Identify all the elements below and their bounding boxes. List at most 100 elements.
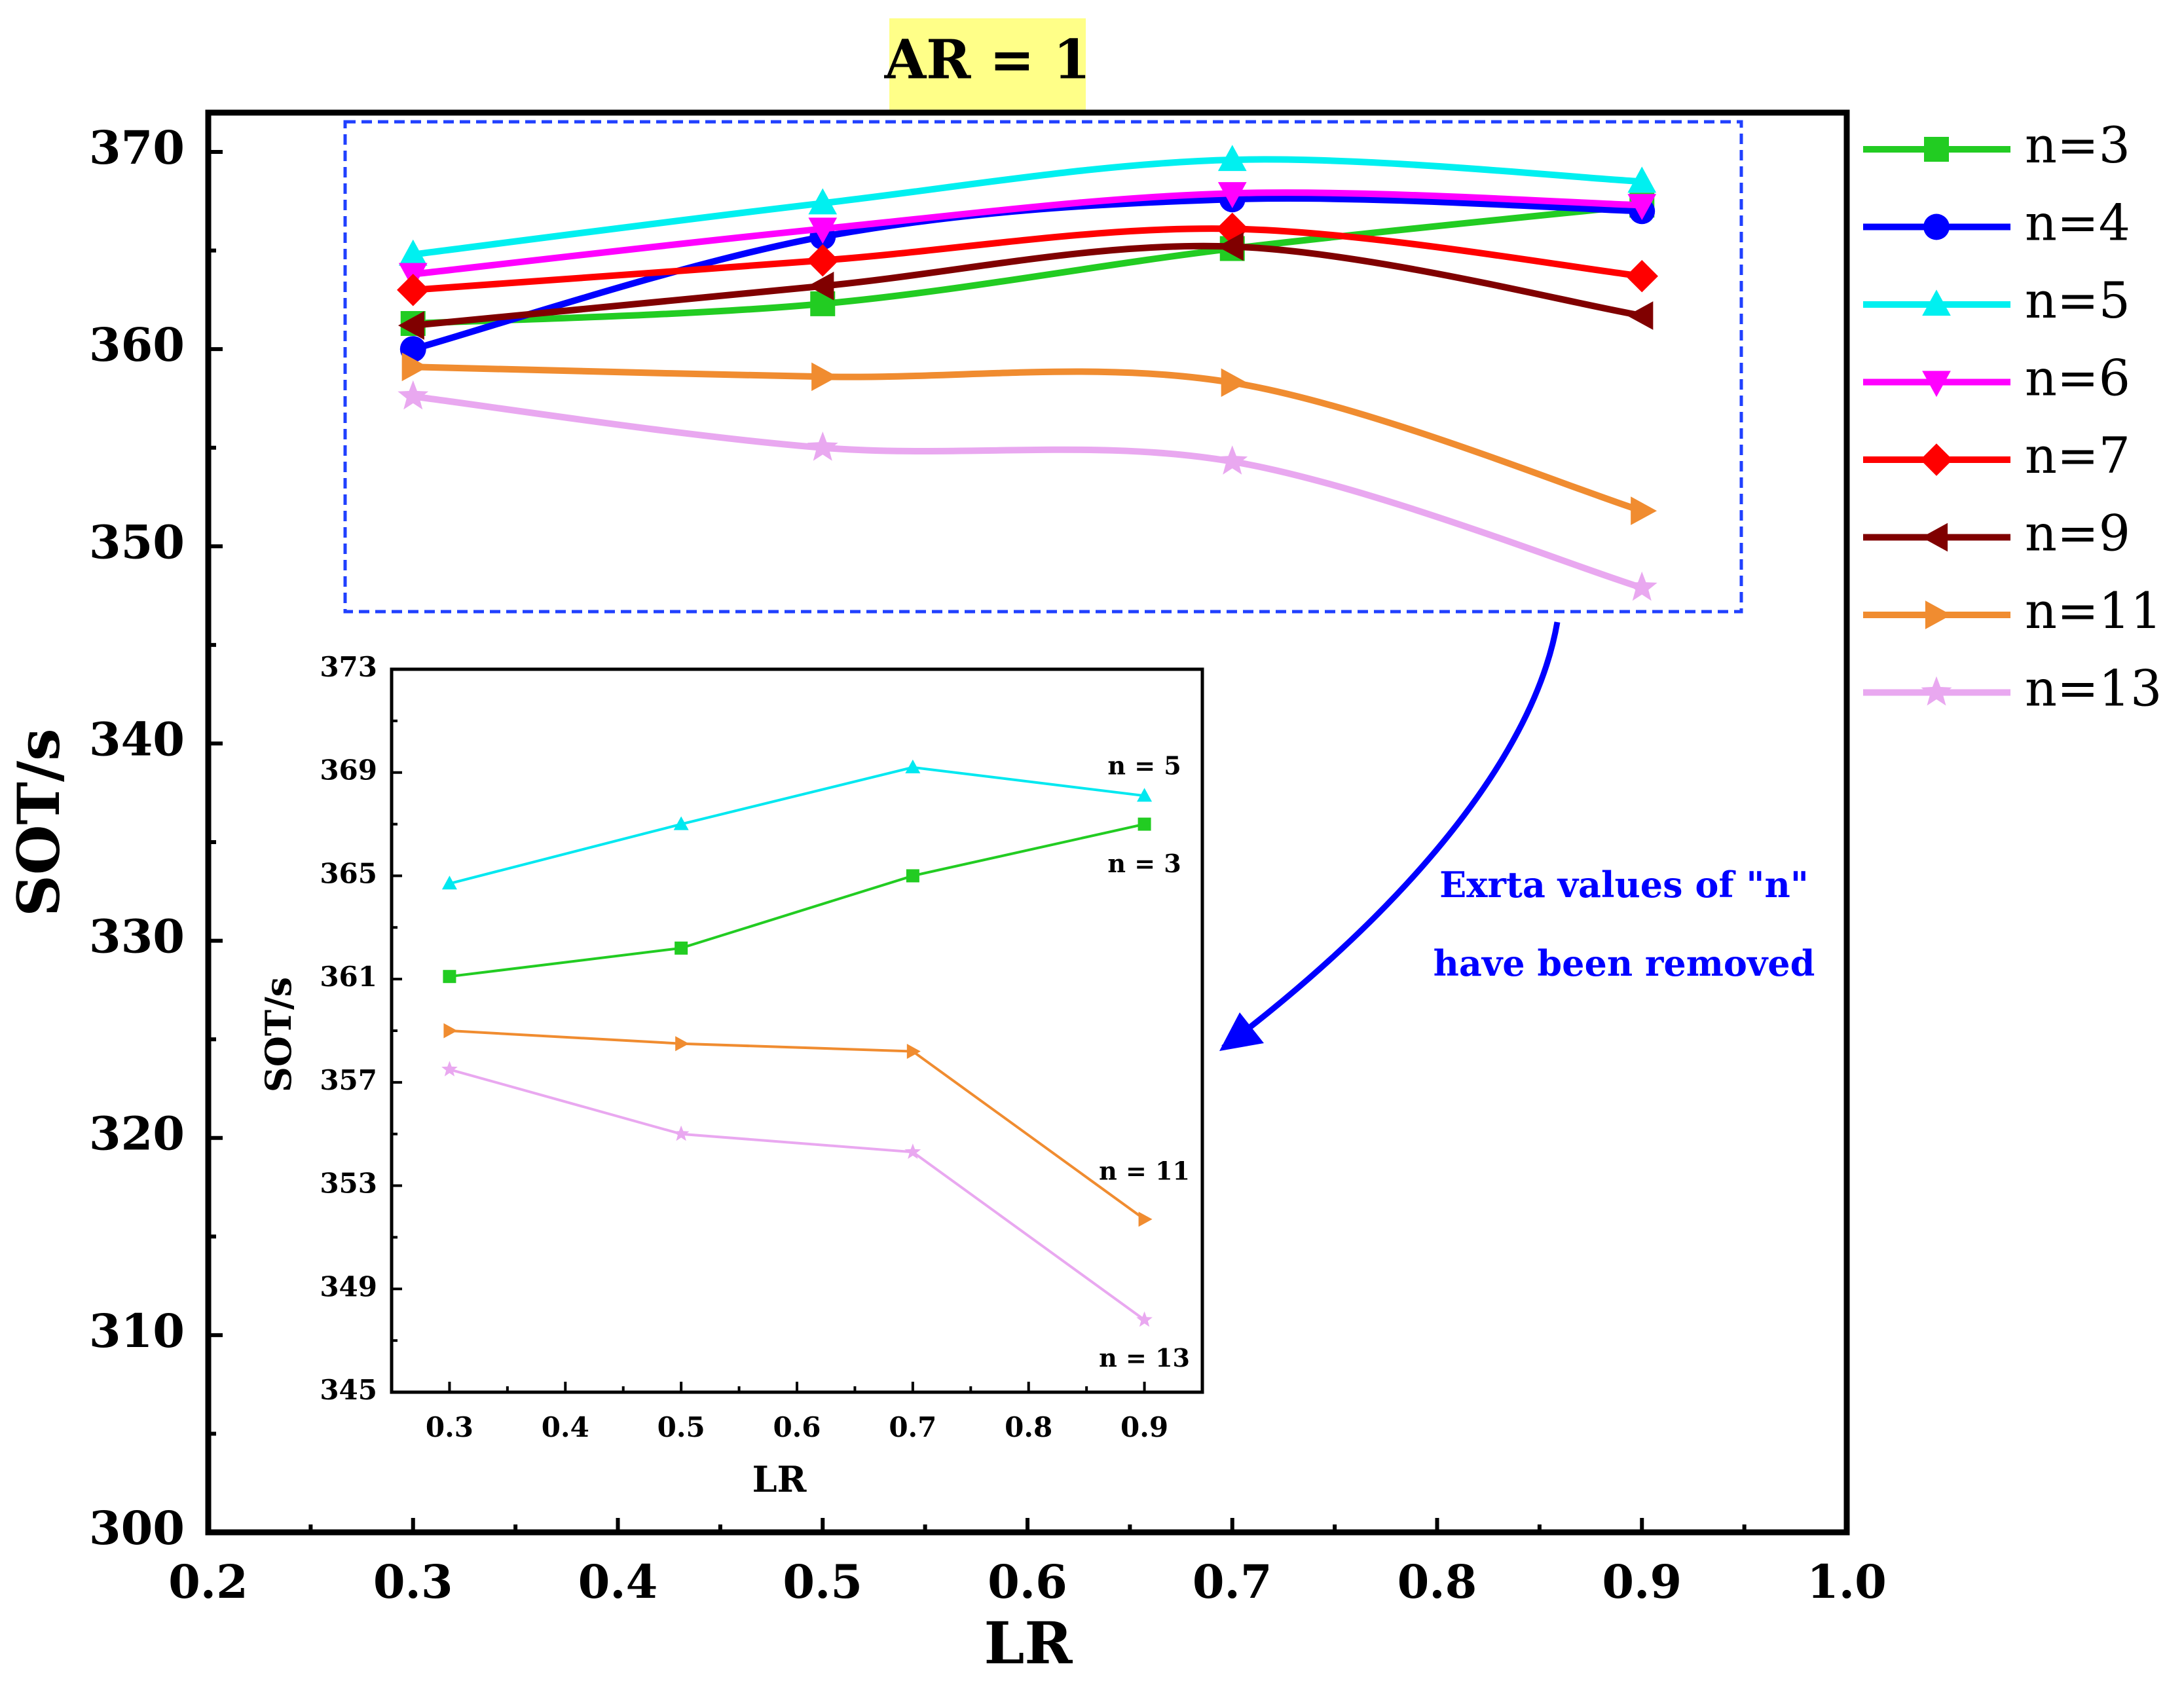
data-point: [1627, 166, 1657, 193]
inset-data-point: [673, 1125, 690, 1141]
legend-marker: [1920, 443, 1953, 476]
series-line-n=11: [413, 363, 1643, 514]
y-tick-label: 320: [89, 1107, 185, 1161]
inset-data-point: [441, 1061, 458, 1077]
legend-marker: [1921, 676, 1952, 706]
inset-series-line: [449, 1068, 1145, 1321]
inset-data-point: [905, 759, 921, 773]
inset-data-point: [443, 1023, 458, 1039]
inset-x-tick-label: 0.8: [1005, 1411, 1052, 1443]
legend-marker: [1923, 213, 1950, 240]
inset-series-n=3: n = 3: [443, 817, 1181, 984]
inset-x-tick-label: 0.7: [889, 1411, 936, 1443]
inset-x-tick-label: 0.9: [1120, 1411, 1168, 1443]
legend-label: n=4: [2025, 194, 2130, 252]
y-tick-label: 350: [89, 515, 185, 569]
inset-x-tick-label: 0.5: [657, 1411, 705, 1443]
x-tick-label: 0.6: [988, 1555, 1067, 1609]
x-tick-label: 0.7: [1193, 1555, 1272, 1609]
inset-y-tick-label: 361: [320, 961, 377, 993]
legend-marker: [1925, 600, 1952, 629]
data-point: [807, 432, 838, 461]
highlight-box: [343, 120, 1743, 614]
series-line-n=13: [413, 393, 1643, 591]
x-tick-label: 0.8: [1397, 1555, 1477, 1609]
y-axis-label: SOT/s: [5, 728, 73, 916]
series-n=5: [398, 145, 1657, 266]
inset-y-tick-label: 373: [320, 651, 377, 683]
series-line-n=6: [413, 189, 1642, 278]
y-tick-label: 360: [89, 318, 185, 372]
legend-label: n=7: [2025, 426, 2130, 485]
inset-series-line: [449, 766, 1145, 885]
data-point: [1217, 445, 1248, 475]
inset-y-tick-label: 345: [320, 1374, 377, 1406]
x-tick-label: 0.3: [373, 1555, 453, 1609]
legend-label: n=13: [2025, 659, 2162, 718]
inset-series-label: n = 5: [1107, 751, 1181, 781]
y-tick-label: 300: [89, 1501, 185, 1555]
inset-x-tick-label: 0.6: [773, 1411, 821, 1443]
inset-y-axis-label: SOT/s: [257, 977, 299, 1092]
series-line-n=7: [413, 225, 1642, 293]
annotation-arrowhead: [1219, 1012, 1264, 1051]
inset-data-point: [443, 970, 456, 984]
x-tick-label: 0.2: [168, 1555, 248, 1609]
inset-series-label: n = 3: [1107, 849, 1181, 878]
legend: n=3 n=4 n=5 n=6 n=7 n=9 n=11 n=13: [1863, 116, 2162, 718]
inset-series-n=11: n = 11: [443, 1023, 1190, 1227]
inset-y-tick-label: 365: [320, 857, 377, 889]
inset-y-tick-label: 349: [320, 1270, 377, 1302]
data-point: [1627, 194, 1657, 221]
inset-data-point: [906, 1044, 921, 1060]
inset-data-point: [1136, 1311, 1153, 1327]
data-point: [398, 239, 428, 266]
data-point: [1627, 301, 1654, 330]
inset-data-point: [1137, 788, 1153, 802]
data-point: [1217, 182, 1247, 209]
chart-title: AR = 1: [884, 28, 1091, 91]
series-line-n=5: [413, 156, 1642, 258]
inset-data-point: [673, 816, 689, 830]
data-point: [1625, 260, 1658, 293]
y-tick-label: 310: [89, 1304, 185, 1358]
series-line-n=9: [413, 242, 1643, 329]
inset-data-point: [675, 1036, 690, 1052]
inset-y-tick-label: 357: [320, 1064, 377, 1096]
legend-label: n=3: [2025, 116, 2130, 174]
inset-data-point: [1138, 817, 1151, 831]
inset-data-point: [1138, 1211, 1153, 1227]
legend-label: n=5: [2025, 271, 2130, 329]
series-n=11: [401, 352, 1657, 525]
inset-y-tick-label: 353: [320, 1168, 377, 1200]
legend-label: n=9: [2025, 504, 2130, 563]
x-tick-label: 1.0: [1807, 1555, 1887, 1609]
data-point: [807, 271, 834, 301]
inset-data-point: [904, 1143, 921, 1159]
data-point: [808, 188, 838, 215]
inset-data-point: [441, 876, 457, 890]
data-point: [1626, 571, 1657, 601]
inset-series-line: [449, 822, 1145, 978]
legend-marker: [1922, 371, 1951, 397]
legend-label: n=11: [2025, 581, 2162, 640]
data-point: [1217, 232, 1244, 261]
inset-plot-frame: [390, 667, 1204, 1394]
x-tick-label: 0.9: [1602, 1555, 1682, 1609]
y-tick-label: 340: [89, 712, 185, 766]
inset-x-tick-label: 0.4: [542, 1411, 589, 1443]
annotation-arrow: [1221, 621, 1561, 1050]
legend-marker: [1924, 137, 1949, 162]
data-point: [398, 380, 429, 410]
data-point: [1631, 496, 1657, 525]
y-tick-label: 370: [89, 120, 185, 175]
inset-series-label: n = 11: [1099, 1156, 1190, 1185]
inset-data-point: [675, 941, 688, 955]
inset-x-tick-label: 0.3: [426, 1411, 473, 1443]
series-n=13: [398, 380, 1657, 601]
legend-marker: [1921, 523, 1948, 552]
inset-series-line: [449, 1029, 1145, 1221]
inset-x-axis-label: LR: [752, 1458, 807, 1500]
annotation-line-1: Exrta values of "n": [1439, 864, 1809, 906]
